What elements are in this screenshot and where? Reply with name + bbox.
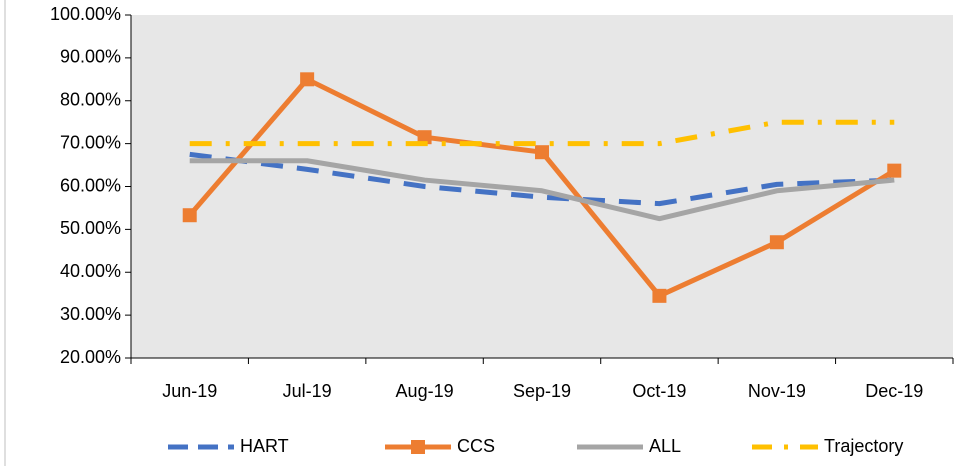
series-marker	[535, 145, 549, 160]
series-marker	[300, 72, 315, 87]
x-tick-label: Oct-19	[632, 381, 686, 401]
y-tick-label: 70.00%	[60, 132, 121, 152]
x-tick-label: Dec-19	[865, 381, 923, 401]
legend-label: ALL	[649, 436, 681, 456]
series-marker	[182, 208, 197, 223]
x-tick-label: Nov-19	[748, 381, 806, 401]
series-line	[189, 158, 895, 222]
x-tick-label: Jul-19	[283, 381, 332, 401]
legend-label: CCS	[457, 436, 495, 456]
series-marker	[769, 235, 784, 250]
y-tick-label: 40.00%	[60, 261, 121, 281]
chart-border	[4, 0, 6, 466]
x-tick-label: Aug-19	[396, 381, 454, 401]
series-line	[189, 151, 895, 207]
legend-label: HART	[240, 436, 289, 456]
y-tick-label: 50.00%	[60, 218, 121, 238]
series-marker	[417, 130, 432, 145]
y-tick-label: 30.00%	[60, 304, 121, 324]
series-line	[189, 119, 895, 147]
x-tick-label: Jun-19	[162, 381, 217, 401]
y-tick-label: 100.00%	[50, 4, 121, 24]
series-marker	[887, 163, 902, 178]
legend-marker	[411, 440, 425, 454]
y-tick-label: 60.00%	[60, 175, 121, 195]
x-tick-label: Sep-19	[513, 381, 571, 401]
y-tick-label: 80.00%	[60, 90, 121, 110]
legend-label: Trajectory	[824, 436, 903, 456]
series-marker	[652, 288, 667, 303]
y-tick-label: 90.00%	[60, 47, 121, 67]
y-tick-label: 20.00%	[60, 347, 121, 367]
